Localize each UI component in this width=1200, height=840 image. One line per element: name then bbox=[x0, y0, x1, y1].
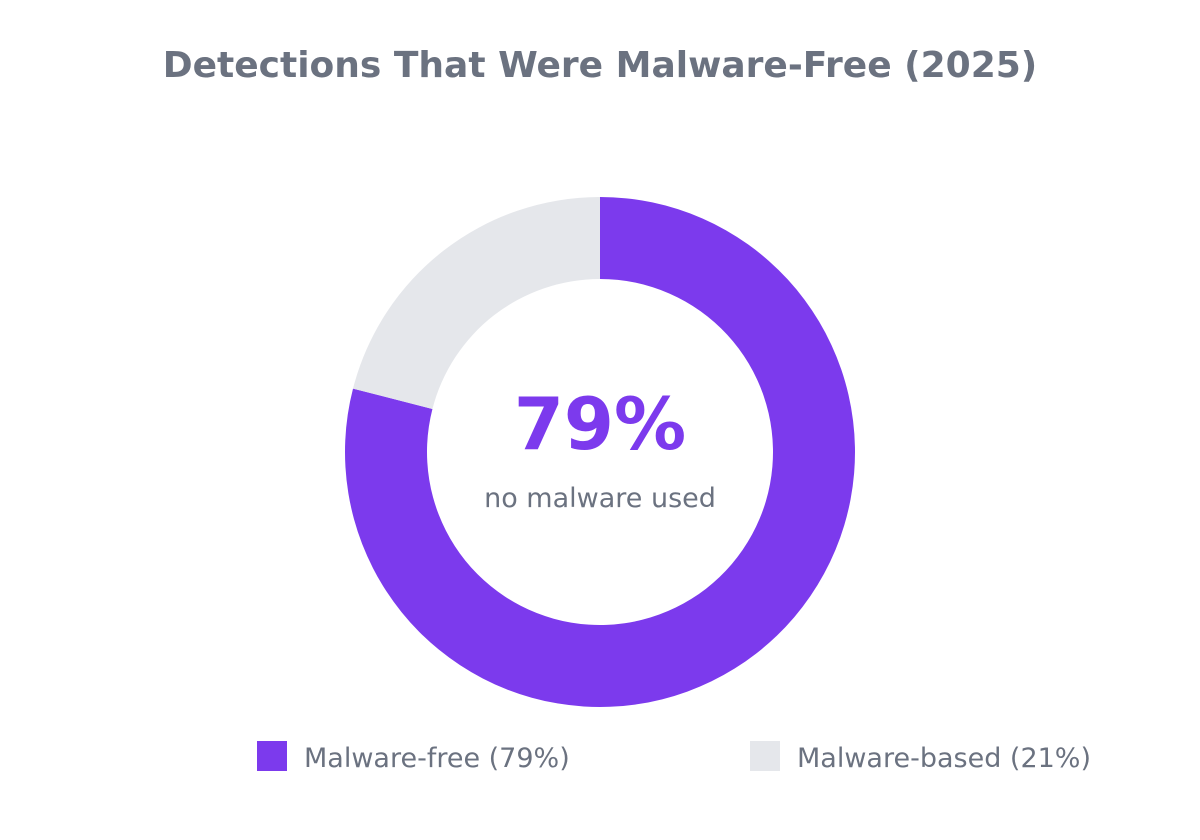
legend-label-malware-free: Malware-free (79%) bbox=[304, 743, 570, 774]
donut-slice-malware-free bbox=[344, 197, 855, 708]
center-caption: no malware used bbox=[484, 483, 716, 514]
legend: Malware-free (79%) Malware-based (21%) bbox=[257, 741, 1091, 774]
legend-label-malware-based: Malware-based (21%) bbox=[797, 743, 1091, 774]
chart-title: Detections That Were Malware-Free (2025) bbox=[163, 45, 1038, 86]
donut-slices bbox=[344, 197, 855, 708]
legend-swatch-malware-free bbox=[257, 741, 287, 771]
donut-slice-malware-based bbox=[353, 197, 600, 409]
center-value: 79% bbox=[514, 382, 686, 466]
legend-swatch-malware-based bbox=[750, 741, 780, 771]
